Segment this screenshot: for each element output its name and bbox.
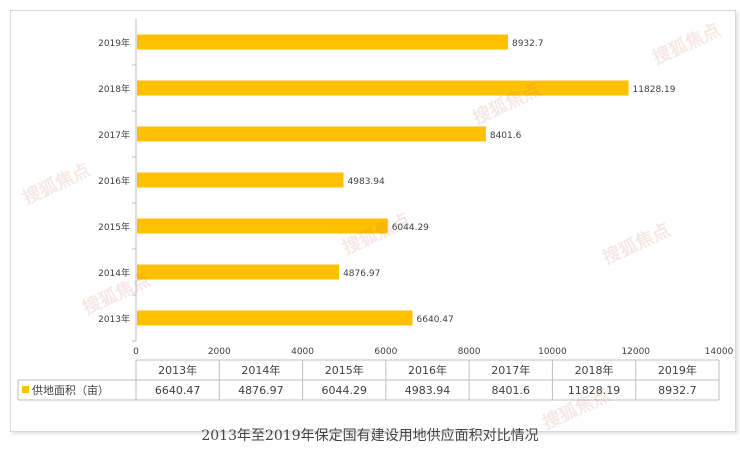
x-tick-label: 4000 bbox=[291, 347, 314, 357]
table-value: 11828.19 bbox=[568, 384, 621, 397]
chart-frame: 2013年 6640.47 2014年 4876.97 2015年 6044.29 2016… bbox=[10, 10, 736, 432]
category-label: 2016年 bbox=[98, 175, 130, 187]
bar bbox=[137, 310, 413, 326]
data-label: 6640.47 bbox=[417, 315, 454, 325]
table-value: 6044.29 bbox=[321, 384, 367, 397]
category-label: 2019年 bbox=[98, 37, 130, 49]
table-value: 6640.47 bbox=[155, 384, 201, 397]
legend-swatch bbox=[22, 386, 29, 393]
data-label: 4983.94 bbox=[348, 177, 385, 187]
data-label: 8401.6 bbox=[490, 131, 522, 141]
bar-chart: 2013年 6640.47 2014年 4876.97 2015年 6044.29 2016… bbox=[17, 19, 734, 401]
bar bbox=[137, 126, 486, 142]
x-tick-label: 12000 bbox=[621, 347, 650, 357]
table-header: 2018年 bbox=[575, 363, 614, 377]
x-tick-label: 14000 bbox=[705, 347, 734, 357]
table-header: 2015年 bbox=[325, 363, 364, 377]
bar bbox=[137, 172, 344, 188]
table-header: 2017年 bbox=[491, 363, 530, 377]
x-tick-label: 8000 bbox=[458, 347, 481, 357]
table-value: 4876.97 bbox=[238, 384, 284, 397]
category-label: 2017年 bbox=[98, 129, 130, 141]
bar bbox=[137, 80, 629, 96]
data-label: 4876.97 bbox=[343, 269, 380, 279]
bar bbox=[137, 34, 508, 50]
bar bbox=[137, 264, 340, 280]
x-tick-label: 2000 bbox=[208, 347, 231, 357]
bar bbox=[137, 218, 388, 234]
data-label: 8932.7 bbox=[512, 39, 544, 49]
table-value: 8401.6 bbox=[492, 384, 531, 397]
category-label: 2014年 bbox=[98, 267, 130, 279]
x-tick-label: 6000 bbox=[374, 347, 397, 357]
table-value: 8932.7 bbox=[658, 384, 697, 397]
table-header: 2016年 bbox=[408, 363, 447, 377]
data-label: 11828.19 bbox=[633, 85, 676, 95]
category-label: 2015年 bbox=[98, 221, 130, 233]
x-tick-label: 0 bbox=[133, 347, 139, 357]
chart-caption: 2013年至2019年保定国有建设用地供应面积对比情况 bbox=[201, 428, 539, 444]
category-label: 2013年 bbox=[98, 313, 130, 325]
x-tick-label: 10000 bbox=[538, 347, 567, 357]
table-header: 2019年 bbox=[658, 363, 697, 377]
category-label: 2018年 bbox=[98, 83, 130, 95]
legend-label: 供地面积（亩） bbox=[32, 383, 109, 397]
table-header: 2014年 bbox=[241, 363, 280, 377]
table-header: 2013年 bbox=[158, 363, 197, 377]
data-label: 6044.29 bbox=[392, 223, 429, 233]
table-value: 4983.94 bbox=[405, 384, 451, 397]
